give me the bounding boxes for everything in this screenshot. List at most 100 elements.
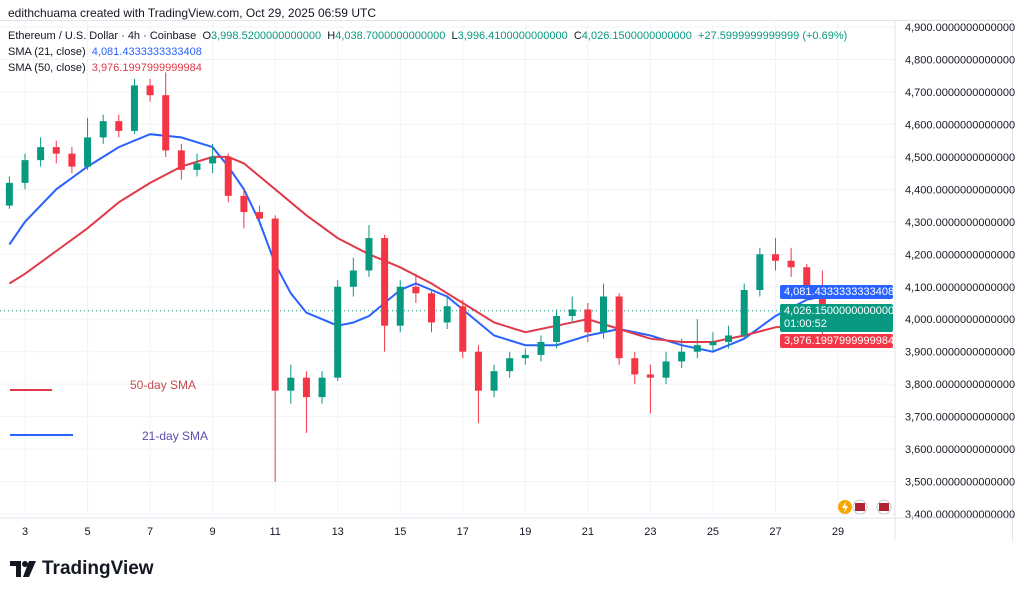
candle-body bbox=[177, 150, 185, 170]
candle-body bbox=[662, 361, 670, 378]
candle bbox=[646, 364, 654, 414]
candle-body bbox=[771, 254, 779, 261]
candle bbox=[209, 143, 217, 174]
tradingview-logo[interactable]: TradingView bbox=[10, 558, 154, 580]
y-tick-label: 3,900.0000000000000 bbox=[905, 347, 1015, 359]
candle bbox=[490, 364, 498, 398]
candle-body bbox=[521, 354, 529, 359]
sma21-annotation: 21-day SMA bbox=[142, 429, 208, 443]
candle-body bbox=[568, 309, 576, 316]
sma50-label: SMA (50, close) bbox=[8, 62, 86, 74]
candle bbox=[568, 296, 576, 323]
y-tick-label: 4,100.0000000000000 bbox=[905, 282, 1015, 294]
candle bbox=[537, 335, 545, 362]
candle bbox=[240, 189, 248, 229]
sma50-price-tag: 3,976.1997999999984 bbox=[780, 334, 894, 348]
change-value: +27.5999999999999 (+0.69%) bbox=[698, 30, 848, 42]
candle-body bbox=[709, 341, 717, 346]
x-tick-label: 15 bbox=[394, 526, 406, 538]
candle-body bbox=[209, 156, 217, 164]
last-price-tag: 4,026.1500000000000 01:00:52 bbox=[780, 304, 894, 332]
candle-body bbox=[334, 286, 342, 378]
sma50-legend[interactable]: SMA (50, close) 3,976.1997999999984 bbox=[8, 62, 202, 74]
candle-body bbox=[318, 377, 326, 398]
candle bbox=[224, 153, 232, 203]
tradingview-logo-icon bbox=[10, 561, 36, 577]
candle bbox=[662, 351, 670, 385]
high-label: H bbox=[327, 30, 336, 42]
candle-body bbox=[130, 85, 138, 131]
candle bbox=[271, 215, 279, 482]
candle-body bbox=[68, 153, 76, 167]
candle bbox=[84, 117, 92, 170]
candle-body bbox=[693, 345, 701, 352]
sma21-value: 4,081.4333333333408 bbox=[91, 46, 202, 58]
y-tick-label: 3,400.0000000000000 bbox=[905, 509, 1015, 521]
candle-body bbox=[599, 296, 607, 333]
logo-text: TradingView bbox=[42, 558, 154, 579]
y-tick-label: 4,300.0000000000000 bbox=[905, 217, 1015, 229]
y-tick-label: 4,400.0000000000000 bbox=[905, 184, 1015, 196]
candle bbox=[693, 319, 701, 359]
open-value: 3,998.5200000000000 bbox=[211, 30, 322, 42]
candle-body bbox=[287, 377, 295, 391]
y-tick-label: 4,600.0000000000000 bbox=[905, 119, 1015, 131]
candle-body bbox=[584, 309, 592, 333]
candle-body bbox=[787, 260, 795, 268]
candle-body bbox=[5, 182, 13, 206]
candle-body bbox=[224, 156, 232, 196]
sma21-price-tag: 4,081.4333333333408 bbox=[780, 285, 894, 299]
candle bbox=[521, 348, 529, 365]
y-tick-label: 3,800.0000000000000 bbox=[905, 379, 1015, 391]
open-label: O bbox=[202, 30, 211, 42]
candle-body bbox=[52, 147, 60, 154]
symbol-label[interactable]: Ethereum / U.S. Dollar · 4h · Coinbase bbox=[8, 30, 197, 42]
candle-body bbox=[756, 254, 764, 291]
x-tick-label: 29 bbox=[832, 526, 844, 538]
candle bbox=[287, 364, 295, 404]
candle bbox=[615, 293, 623, 365]
sma21-legend[interactable]: SMA (21, close) 4,081.4333333333408 bbox=[8, 46, 202, 58]
x-tick-label: 7 bbox=[147, 526, 153, 538]
candle-body bbox=[474, 351, 482, 391]
candle bbox=[740, 283, 748, 339]
flag-us-icon bbox=[855, 503, 865, 511]
x-tick-label: 17 bbox=[457, 526, 469, 538]
candle-body bbox=[506, 358, 514, 372]
candle bbox=[5, 176, 13, 209]
y-tick-label: 4,500.0000000000000 bbox=[905, 152, 1015, 164]
candle-body bbox=[99, 121, 107, 138]
bar-countdown: 01:00:52 bbox=[784, 318, 827, 330]
candle-body bbox=[615, 296, 623, 359]
candle-body bbox=[21, 160, 29, 183]
candle bbox=[506, 351, 514, 378]
candle bbox=[787, 247, 795, 278]
candle bbox=[177, 143, 185, 180]
candle-body bbox=[37, 147, 45, 161]
candle bbox=[302, 371, 310, 433]
event-lightning-glyph bbox=[842, 501, 848, 513]
candle bbox=[162, 72, 170, 157]
y-tick-label: 3,500.0000000000000 bbox=[905, 477, 1015, 489]
candle-body bbox=[537, 341, 545, 355]
candle bbox=[193, 153, 201, 177]
candle-body bbox=[646, 374, 654, 378]
y-tick-label: 3,700.0000000000000 bbox=[905, 412, 1015, 424]
candle-body bbox=[271, 218, 279, 391]
x-tick-label: 19 bbox=[519, 526, 531, 538]
x-tick-label: 11 bbox=[269, 526, 280, 538]
candle bbox=[130, 78, 138, 135]
candle bbox=[52, 140, 60, 164]
candle bbox=[365, 225, 373, 278]
candle-body bbox=[412, 286, 420, 294]
candle bbox=[771, 238, 779, 271]
candle bbox=[428, 290, 436, 333]
y-tick-label: 3,600.0000000000000 bbox=[905, 444, 1015, 456]
close-label: C bbox=[573, 30, 582, 42]
candle-body bbox=[396, 286, 404, 326]
sma50-annotation: 50-day SMA bbox=[130, 378, 196, 392]
candle-body bbox=[193, 163, 201, 170]
candle bbox=[459, 299, 467, 359]
candle bbox=[443, 296, 451, 329]
